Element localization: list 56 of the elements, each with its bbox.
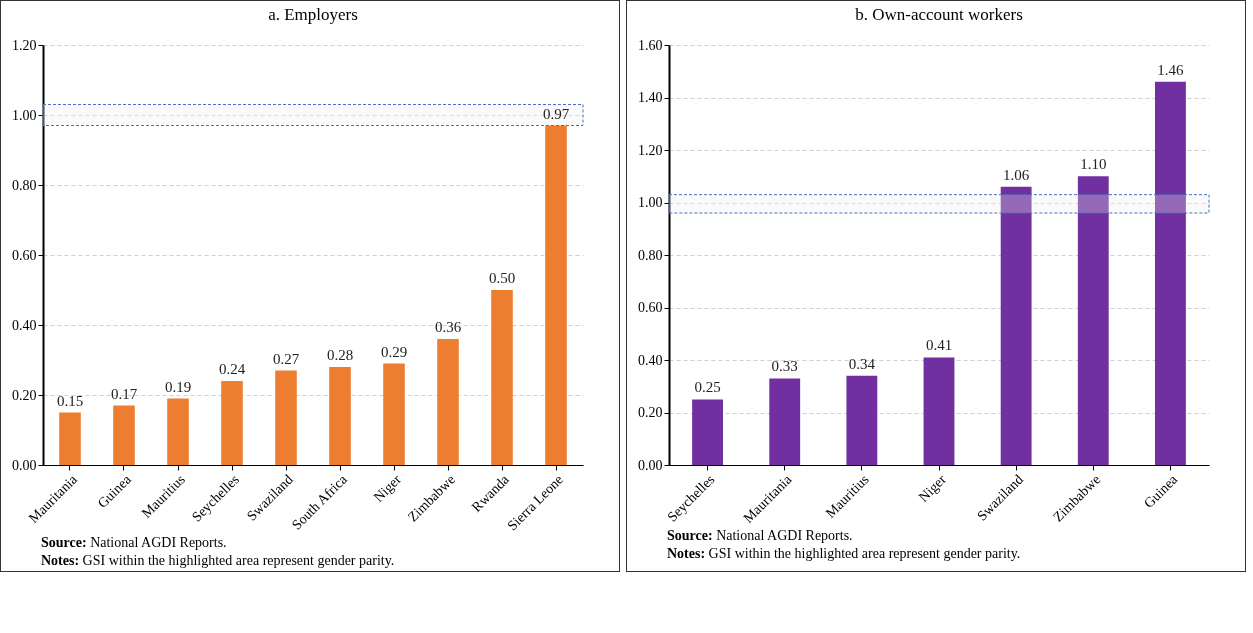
y-tick-label: 0.60 [12,247,37,263]
y-tick-label: 0.80 [12,177,37,193]
y-tick-label: 0.40 [12,317,37,333]
data-label: 0.34 [848,355,876,372]
data-label: 0.17 [110,385,138,402]
data-label: 0.97 [542,105,570,122]
y-tick-label: 0.20 [12,387,37,403]
data-label: 0.19 [164,378,192,395]
bar [437,339,459,465]
data-label: 0.33 [771,358,798,375]
text: Notes: GSI within the highlighted area represent gender parity. [667,546,1022,562]
data-label: 1.06 [1003,166,1030,183]
bar [383,363,405,465]
source-note: Source: National AGDI Reports. [667,528,854,544]
y-tick-label: 0.20 [638,405,663,420]
bar [113,405,135,465]
y-tick-label: 0.40 [638,352,663,368]
y-tick-label: 1.60 [638,37,663,53]
data-label: 1.46 [1157,61,1185,78]
bar [846,375,878,465]
bar [1155,81,1186,465]
chart-title: b. Own-account workers [855,5,1023,24]
y-tick-label: 1.00 [12,107,37,123]
bar [491,290,513,465]
bar [1077,176,1109,465]
y-tick-label: 1.20 [12,37,37,53]
data-label: 0.28 [326,347,354,363]
bar [221,381,243,465]
bar [329,367,351,465]
data-label: 0.50 [488,270,516,286]
y-tick-label: 0.00 [638,457,663,473]
bar [275,370,297,465]
text: Notes: GSI within the highlighted area represent gender parity. [41,553,396,569]
bar [1000,186,1032,465]
y-tick-label: 1.00 [638,195,663,210]
y-tick-label: 0.00 [12,457,37,473]
data-label: 0.27 [272,350,300,367]
bar [167,398,189,465]
y-tick-label: 1.40 [638,90,663,105]
data-label: 0.41 [925,337,953,354]
bar [769,378,801,465]
data-label: 1.10 [1080,156,1107,173]
chart-title: a. Employers [268,5,358,24]
y-tick-label: 1.20 [638,142,663,158]
bar [692,399,723,465]
data-label: 0.25 [694,379,721,396]
data-label: 0.15 [56,392,84,409]
bar [923,357,955,465]
data-label: 0.36 [434,319,462,335]
source-note: Source: National AGDI Reports. [41,535,228,551]
data-label: 0.24 [218,361,246,377]
bar [59,412,81,465]
data-label: 0.29 [380,343,408,360]
y-tick-label: 0.80 [638,247,663,263]
y-tick-label: 0.60 [638,300,663,315]
bar [545,125,567,465]
